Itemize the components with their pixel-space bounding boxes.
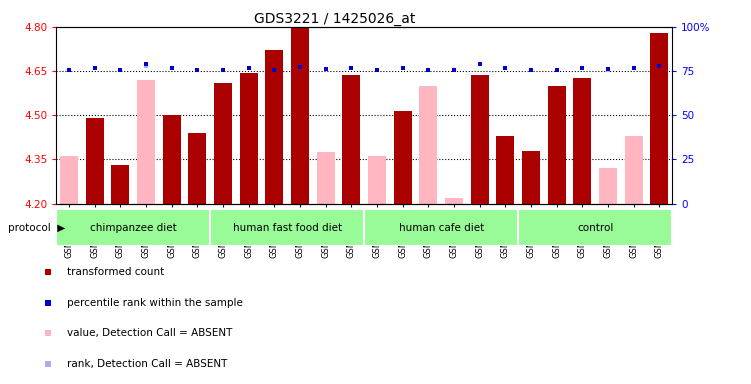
Bar — [522, 151, 540, 204]
Point — [192, 66, 204, 73]
Point — [408, 133, 420, 139]
Text: human cafe diet: human cafe diet — [399, 222, 484, 233]
Bar — [368, 156, 386, 204]
Point — [448, 66, 460, 73]
Point — [422, 66, 434, 73]
Point — [140, 63, 152, 69]
Point — [294, 64, 306, 70]
Bar — [317, 152, 335, 204]
Point — [499, 65, 511, 71]
Text: control: control — [577, 222, 614, 233]
Point — [371, 66, 383, 73]
Text: value, Detection Call = ABSENT: value, Detection Call = ABSENT — [67, 328, 232, 338]
Point — [166, 65, 178, 71]
Point — [217, 66, 229, 73]
Bar — [240, 73, 258, 204]
Bar — [137, 80, 155, 204]
Bar — [573, 78, 591, 204]
Point — [63, 66, 75, 73]
Point — [422, 66, 434, 73]
Point — [397, 65, 409, 71]
Bar — [86, 118, 104, 204]
Text: percentile rank within the sample: percentile rank within the sample — [67, 298, 243, 308]
Bar — [265, 50, 283, 204]
Bar — [214, 83, 232, 204]
Point — [243, 65, 255, 71]
Bar — [518, 209, 672, 246]
Bar — [419, 86, 437, 204]
Bar — [599, 168, 617, 204]
Bar — [547, 86, 566, 204]
Point — [628, 65, 640, 71]
Point — [371, 66, 383, 73]
Point — [89, 65, 101, 71]
Point — [345, 65, 357, 71]
Bar — [291, 27, 309, 204]
Bar — [60, 156, 78, 204]
Text: rank, Detection Call = ABSENT: rank, Detection Call = ABSENT — [67, 359, 227, 369]
Text: chimpanzee diet: chimpanzee diet — [90, 222, 176, 233]
Bar — [650, 33, 668, 204]
Text: human fast food diet: human fast food diet — [233, 222, 342, 233]
Bar — [342, 76, 360, 204]
Point — [140, 61, 152, 67]
Point — [268, 66, 280, 73]
Bar — [210, 209, 364, 246]
Bar — [394, 111, 412, 204]
Point — [602, 66, 614, 73]
Point — [320, 66, 332, 72]
Point — [602, 66, 614, 72]
Bar — [364, 209, 518, 246]
Point — [550, 66, 562, 73]
Bar — [111, 165, 129, 204]
Point — [576, 65, 588, 71]
Point — [63, 66, 75, 73]
Bar — [625, 136, 643, 204]
Point — [653, 63, 665, 69]
Bar — [445, 198, 463, 204]
Bar — [496, 136, 514, 204]
Point — [114, 66, 126, 73]
Point — [448, 66, 460, 73]
Bar — [189, 133, 207, 204]
Point — [525, 66, 537, 73]
Point — [320, 66, 332, 72]
Text: transformed count: transformed count — [67, 268, 164, 278]
Bar — [163, 115, 181, 204]
Bar — [471, 76, 489, 204]
Text: protocol  ▶: protocol ▶ — [8, 222, 65, 233]
Point — [474, 61, 486, 67]
Text: GDS3221 / 1425026_at: GDS3221 / 1425026_at — [254, 12, 415, 25]
Bar — [56, 209, 210, 246]
